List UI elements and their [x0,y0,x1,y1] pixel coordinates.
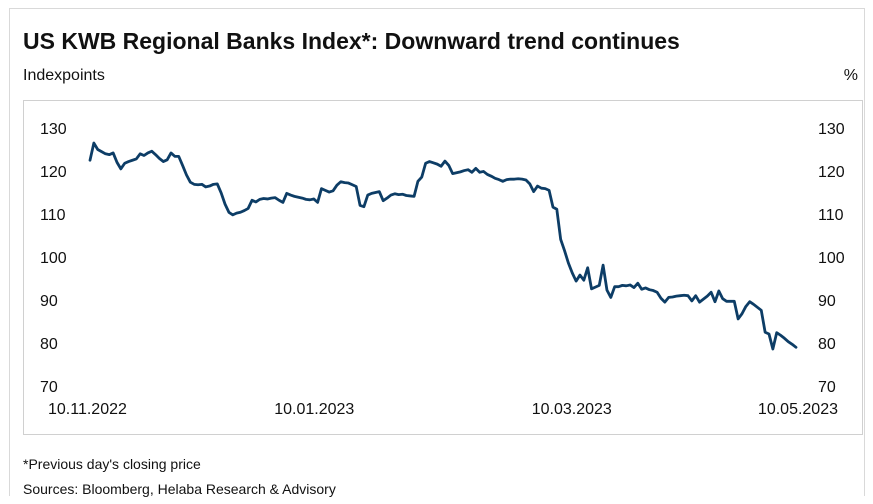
y-tick-left: 100 [40,250,67,267]
chart-title: US KWB Regional Banks Index*: Downward t… [23,28,680,54]
x-tick-label: 10.03.2023 [532,401,612,418]
x-tick-label: 10.11.2022 [48,401,127,418]
left-y-axis: 70 80 90 100 110 120 130 [40,121,67,396]
y-tick-left: 70 [40,379,58,396]
x-tick-label: 10.05.2023 [758,401,838,418]
y-tick-right: 130 [818,121,845,138]
x-tick-label: 10.01.2023 [274,401,354,418]
y-tick-left: 90 [40,293,58,310]
left-axis-unit: Indexpoints [23,67,105,84]
y-tick-left: 110 [40,207,66,224]
x-axis: 10.11.2022 10.01.2023 10.03.2023 10.05.2023 [48,401,838,418]
y-tick-left: 80 [40,336,58,353]
chart-frame [9,8,865,496]
y-tick-right: 100 [818,250,845,267]
plot-area [23,100,863,435]
y-tick-left: 120 [40,164,67,181]
line-chart: 70 80 90 100 110 120 130 70 80 90 100 110 120 130 10… [40,121,845,418]
sources: Sources: Bloomberg, Helaba Research & Ad… [23,481,336,497]
series-line [88,141,798,351]
y-tick-right: 120 [818,164,845,181]
right-axis-unit: % [843,67,858,84]
footnote: *Previous day's closing price [23,456,201,472]
y-tick-right: 70 [818,379,836,396]
y-tick-right: 90 [818,293,836,310]
y-tick-left: 130 [40,121,67,138]
y-tick-right: 80 [818,336,836,353]
right-y-axis: 70 80 90 100 110 120 130 [818,121,845,396]
y-tick-right: 110 [818,207,844,224]
